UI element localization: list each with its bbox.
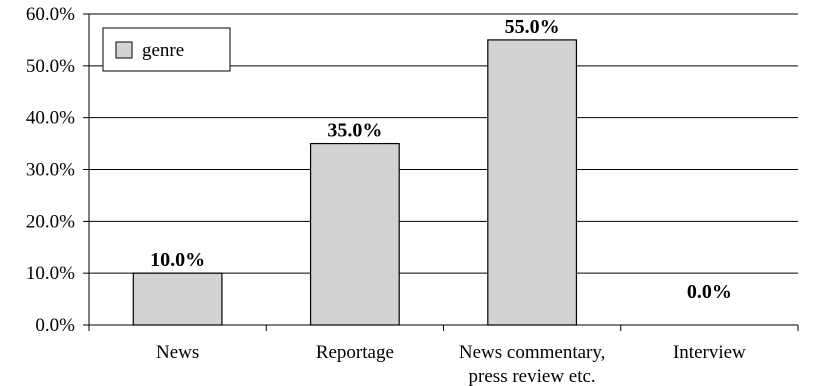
bars <box>132 39 578 326</box>
axes <box>83 13 799 331</box>
legend: genre <box>102 27 231 72</box>
bar <box>132 272 223 326</box>
legend-swatch <box>115 41 133 59</box>
data-label: 0.0% <box>687 281 732 303</box>
y-tick-label: 30.0% <box>26 160 75 181</box>
y-tick-label: 0.0% <box>35 315 75 336</box>
y-tick-label: 20.0% <box>26 211 75 232</box>
y-tick-label: 50.0% <box>26 56 75 77</box>
labels: 0.0% 10.0% 20.0% 30.0% 40.0% 50.0% 60.0% 10.0% N… <box>26 4 746 386</box>
bar <box>487 39 578 326</box>
y-tick-label: 10.0% <box>26 263 75 284</box>
x-category-label: press review etc. <box>469 366 596 386</box>
x-category-label: News commentary, <box>459 342 606 363</box>
y-tick-label: 60.0% <box>26 4 75 25</box>
x-category-label: News <box>156 342 199 363</box>
x-category-label: Interview <box>673 342 746 363</box>
legend-label: genre <box>142 40 184 61</box>
data-label: 35.0% <box>327 120 382 142</box>
bar <box>309 142 400 326</box>
data-label: 10.0% <box>150 249 205 271</box>
y-tick-label: 40.0% <box>26 108 75 129</box>
data-label: 55.0% <box>505 16 560 38</box>
x-category-label: Reportage <box>316 342 394 363</box>
